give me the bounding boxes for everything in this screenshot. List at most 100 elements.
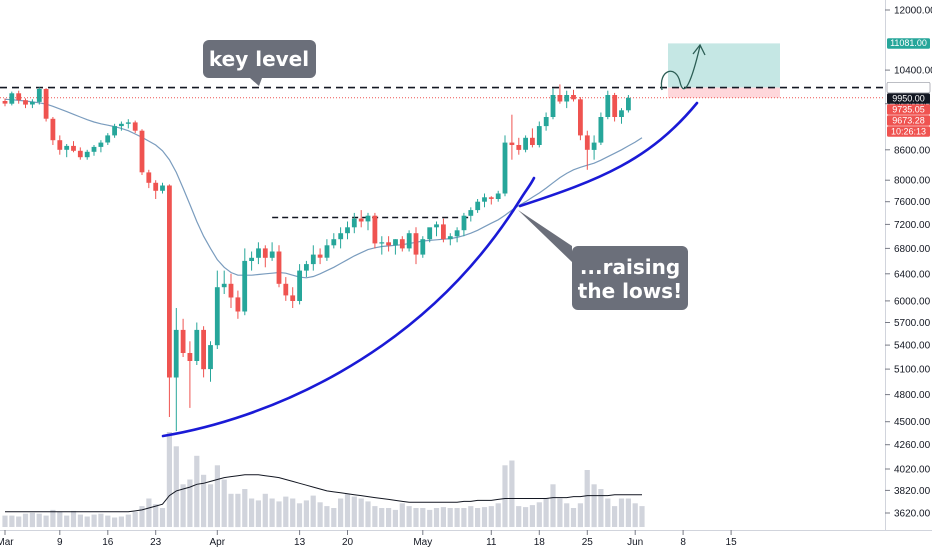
candle-body xyxy=(591,142,597,150)
price-tag: 10:26:13 xyxy=(887,126,930,137)
candle xyxy=(132,120,138,134)
candle-body xyxy=(502,142,508,194)
candle xyxy=(221,270,227,294)
candle-body xyxy=(214,287,220,346)
price-tick-label: 4020.00 xyxy=(894,465,931,476)
volume-bar xyxy=(392,509,398,527)
volume-bar xyxy=(173,446,179,528)
candle-body xyxy=(180,329,186,353)
candle xyxy=(201,326,206,378)
time-tick-label: 25 xyxy=(582,537,594,548)
candle-body xyxy=(338,233,344,240)
candle xyxy=(139,129,145,175)
candle xyxy=(71,141,76,153)
candle xyxy=(304,260,309,278)
candle xyxy=(536,121,542,148)
volume-bar xyxy=(481,507,488,527)
volume-bar xyxy=(166,432,172,527)
volume-bar xyxy=(262,493,268,528)
candle xyxy=(331,233,337,249)
candle xyxy=(488,196,494,205)
candle xyxy=(153,180,159,199)
candle xyxy=(146,169,152,189)
volume-bar xyxy=(180,484,186,528)
candle xyxy=(420,236,426,258)
candle xyxy=(180,318,186,357)
time-tick-label: 11 xyxy=(486,537,497,548)
candle xyxy=(64,144,70,158)
candle xyxy=(2,98,8,107)
price-tick-label: 8600.00 xyxy=(894,145,931,156)
candle xyxy=(208,341,213,382)
candle-body xyxy=(9,93,15,104)
candle-body xyxy=(351,218,357,228)
drawings xyxy=(161,43,706,438)
volume-bar xyxy=(194,455,200,528)
candle xyxy=(30,99,35,109)
price-tag-box xyxy=(886,81,931,94)
volume-bar xyxy=(570,508,577,527)
candle xyxy=(194,322,200,365)
volume-bar xyxy=(488,506,494,527)
candle xyxy=(441,218,446,243)
candle xyxy=(160,182,165,194)
candle-body xyxy=(571,95,576,100)
price-tag-box xyxy=(887,104,930,115)
volume-bar xyxy=(386,508,392,527)
candle xyxy=(564,90,570,109)
volume-bar xyxy=(22,513,29,527)
volume-bar xyxy=(433,508,440,527)
candle-body xyxy=(372,215,378,244)
volume-bar xyxy=(454,508,460,527)
volume-bar xyxy=(310,495,316,527)
price-tick-label: 3820.00 xyxy=(894,486,931,497)
price-tick-label: 7600.00 xyxy=(894,197,931,208)
volume-bar xyxy=(324,506,330,527)
candle xyxy=(502,135,508,197)
volume-bar xyxy=(159,508,166,527)
candle-body xyxy=(358,218,364,222)
raising-lows-callout-line-1: ...raising xyxy=(580,255,680,279)
volume-bar xyxy=(557,498,563,527)
candle xyxy=(125,119,131,129)
volume-bar xyxy=(584,470,590,527)
volume-bar xyxy=(214,465,220,528)
candle-body xyxy=(23,100,28,105)
candle xyxy=(605,90,611,120)
key-level-callout-box xyxy=(203,40,316,78)
volume-bar xyxy=(543,498,549,527)
price-tag-label: 9673.28 xyxy=(892,115,925,125)
candle xyxy=(454,227,460,243)
volume-bar xyxy=(440,507,446,527)
price-tag: 9975.47 xyxy=(886,81,931,94)
volume-bar xyxy=(29,512,35,528)
volume-bar xyxy=(105,515,111,527)
time-axis[interactable]: Mar 9 16 23 Apr 13 20 May 11 18 25 Jun 8 15 xyxy=(0,530,737,548)
candle xyxy=(543,112,549,131)
candle-body xyxy=(578,99,583,136)
price-tick-label: 6000.00 xyxy=(894,296,931,307)
volume-bar xyxy=(351,496,357,527)
candle-body xyxy=(399,239,405,249)
candle-body xyxy=(447,236,453,240)
candle-body xyxy=(235,297,241,312)
candle xyxy=(468,207,474,222)
candle-body xyxy=(345,227,350,234)
candle-body xyxy=(64,145,70,150)
price-tick-label: 4260.00 xyxy=(894,440,931,451)
ema-line-group xyxy=(4,98,643,279)
time-tick-label: Mar xyxy=(0,537,14,548)
candle-body xyxy=(304,264,309,271)
candle xyxy=(112,123,117,138)
candle xyxy=(50,117,56,145)
volume-bar xyxy=(112,517,118,527)
volume-bar xyxy=(372,506,378,527)
volume-ma-line xyxy=(5,474,642,513)
candle xyxy=(23,98,28,109)
candle-body xyxy=(420,239,426,255)
price-tag-label: 11081.00 xyxy=(890,38,927,48)
volume-bar xyxy=(249,498,255,527)
candle xyxy=(495,190,501,202)
volume-bar xyxy=(16,516,22,527)
